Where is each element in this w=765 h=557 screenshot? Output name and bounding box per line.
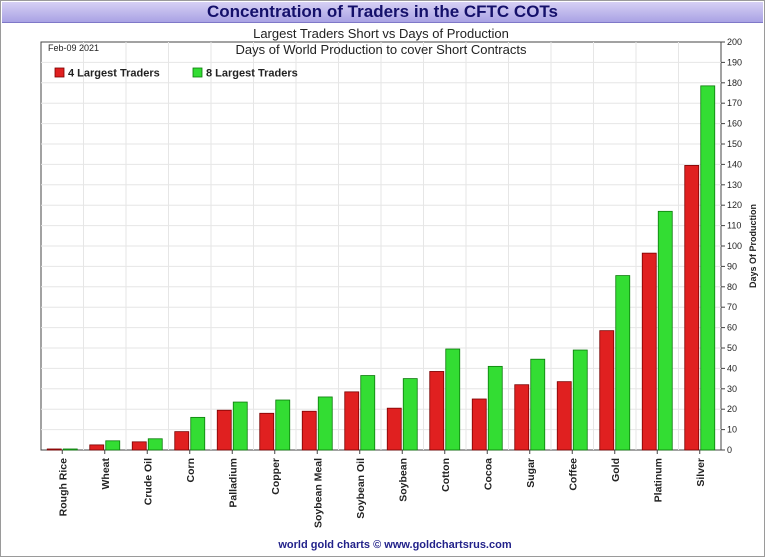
bar-8-largest-corn [190, 416, 206, 451]
y-tick-label: 30 [727, 384, 737, 394]
x-tick-label: Copper [270, 458, 282, 495]
x-tick-label: Palladium [227, 458, 239, 508]
y-tick-label: 70 [727, 302, 737, 312]
bar-8-largest-wheat [105, 440, 121, 451]
bar-8-largest-palladium [232, 401, 248, 451]
y-tick-label: 160 [727, 119, 742, 129]
chart-date: Feb-09 2021 [48, 43, 99, 53]
y-tick-label: 190 [727, 57, 742, 67]
x-tick-label: Coffee [567, 458, 579, 491]
bar-4-largest-silver [684, 165, 700, 451]
y-tick-label: 10 [727, 425, 737, 435]
bar-4-largest-coffee [556, 381, 572, 451]
y-tick-label: 20 [727, 404, 737, 414]
x-tick-label: Rough Rice [57, 458, 69, 516]
chart-footer: world gold charts © www.goldchartsrus.co… [277, 539, 511, 551]
chart-subtitle-2: Days of World Production to cover Short … [236, 42, 527, 57]
x-tick-label: Cotton [440, 458, 452, 492]
bar-8-largest-crude-oil [147, 438, 163, 451]
y-tick-label: 40 [727, 363, 737, 373]
bar-4-largest-soybean-oil [344, 391, 360, 451]
x-tick-label: Wheat [100, 457, 112, 489]
x-tick-label: Sugar [525, 458, 537, 488]
bar-4-largest-rough-rice [46, 448, 62, 451]
bar-8-largest-gold [615, 275, 631, 451]
y-tick-label: 150 [727, 139, 742, 149]
bar-4-largest-sugar [514, 384, 530, 451]
y-tick-label: 120 [727, 200, 742, 210]
bar-4-largest-soybean-meal [301, 410, 317, 451]
y-tick-label: 200 [727, 37, 742, 47]
bar-4-largest-platinum [641, 252, 657, 451]
bar-8-largest-soybean-meal [317, 396, 333, 451]
x-tick-label: Silver [695, 458, 707, 487]
x-tick-label: Soybean Meal [312, 458, 324, 528]
y-tick-label: 60 [727, 323, 737, 333]
bar-8-largest-soybean [402, 378, 418, 451]
bars [46, 85, 716, 451]
bar-4-largest-soybean [386, 407, 402, 451]
y-tick-label: 140 [727, 159, 742, 169]
bar-4-largest-copper [259, 412, 275, 451]
bar-8-largest-cocoa [487, 365, 503, 451]
bar-4-largest-wheat [89, 444, 105, 451]
bar-8-largest-platinum [657, 210, 673, 451]
y-tick-label: 180 [727, 78, 742, 88]
chart-subtitle-1: Largest Traders Short vs Days of Product… [253, 26, 509, 41]
bar-8-largest-coffee [572, 349, 588, 451]
x-axis-ticks: Rough Rice Wheat Crude Oil Corn Palladium Cop… [57, 450, 707, 528]
bar-8-largest-sugar [530, 358, 546, 451]
bar-8-largest-rough-rice [62, 448, 78, 451]
bar-4-largest-corn [174, 431, 190, 451]
y-tick-label: 50 [727, 343, 737, 353]
x-tick-label: Corn [185, 458, 197, 483]
x-tick-label: Gold [610, 458, 622, 482]
y-tick-label: 110 [727, 221, 741, 231]
x-tick-label: Crude Oil [142, 458, 154, 505]
y-tick-label: 0 [727, 445, 732, 455]
y-tick-label: 80 [727, 282, 737, 292]
bar-4-largest-cotton [429, 371, 445, 451]
legend-label-8-largest: 8 Largest Traders [206, 68, 298, 80]
x-tick-label: Platinum [652, 458, 664, 502]
y-axis-ticks: 0 10 20 30 40 50 60 70 80 90 100 110 120 130 140 150 160… [721, 37, 742, 455]
legend-swatch-8-largest [192, 67, 203, 78]
legend-swatch-4-largest [54, 67, 65, 78]
legend-label-4-largest: 4 Largest Traders [68, 68, 160, 80]
x-tick-label: Soybean [397, 458, 409, 502]
chart-title: Concentration of Traders in the CFTC COT… [2, 2, 763, 23]
bar-4-largest-gold [599, 330, 615, 451]
x-tick-label: Cocoa [482, 458, 494, 490]
bar-4-largest-cocoa [471, 398, 487, 451]
x-tick-label: Soybean Oil [355, 458, 367, 519]
bar-4-largest-crude-oil [131, 441, 147, 451]
bar-4-largest-palladium [216, 409, 232, 451]
bar-8-largest-silver [700, 85, 716, 451]
bar-8-largest-cotton [445, 348, 461, 451]
y-tick-label: 170 [727, 98, 742, 108]
bar-8-largest-soybean-oil [360, 375, 376, 451]
bar-8-largest-copper [275, 399, 291, 451]
y-tick-label: 100 [727, 241, 742, 251]
y-tick-label: 90 [727, 261, 737, 271]
y-tick-label: 130 [727, 180, 742, 190]
gridlines [41, 42, 721, 450]
y-axis-label: Days Of Production [748, 204, 758, 288]
